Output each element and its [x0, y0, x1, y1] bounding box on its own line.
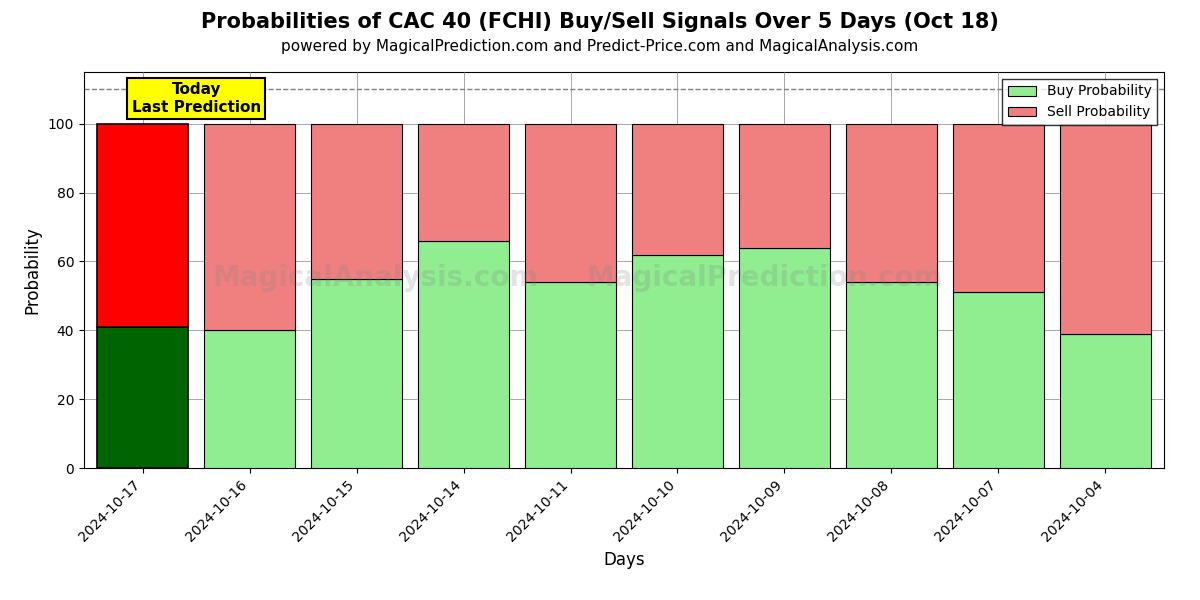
Text: MagicalAnalysis.com: MagicalAnalysis.com: [212, 264, 539, 292]
Bar: [311, 124, 402, 278]
Bar: [1060, 124, 1151, 334]
Bar: [526, 124, 616, 282]
Bar: [953, 292, 1044, 468]
Bar: [418, 241, 509, 468]
Text: Today
Last Prediction: Today Last Prediction: [132, 82, 260, 115]
Bar: [1060, 334, 1151, 468]
Text: MagicalPrediction.com: MagicalPrediction.com: [586, 264, 943, 292]
Bar: [526, 282, 616, 468]
Y-axis label: Probability: Probability: [23, 226, 41, 314]
Bar: [97, 124, 188, 327]
Bar: [418, 124, 509, 241]
Bar: [97, 327, 188, 468]
Bar: [311, 278, 402, 468]
X-axis label: Days: Days: [604, 551, 644, 569]
Text: Probabilities of CAC 40 (FCHI) Buy/Sell Signals Over 5 Days (Oct 18): Probabilities of CAC 40 (FCHI) Buy/Sell …: [202, 12, 998, 32]
Bar: [204, 124, 295, 330]
Bar: [204, 330, 295, 468]
Bar: [846, 282, 937, 468]
Bar: [953, 124, 1044, 292]
Bar: [739, 248, 830, 468]
Bar: [846, 124, 937, 282]
Legend: Buy Probability, Sell Probability: Buy Probability, Sell Probability: [1002, 79, 1157, 125]
Bar: [632, 254, 722, 468]
Bar: [739, 124, 830, 248]
Text: powered by MagicalPrediction.com and Predict-Price.com and MagicalAnalysis.com: powered by MagicalPrediction.com and Pre…: [281, 39, 919, 54]
Bar: [632, 124, 722, 254]
